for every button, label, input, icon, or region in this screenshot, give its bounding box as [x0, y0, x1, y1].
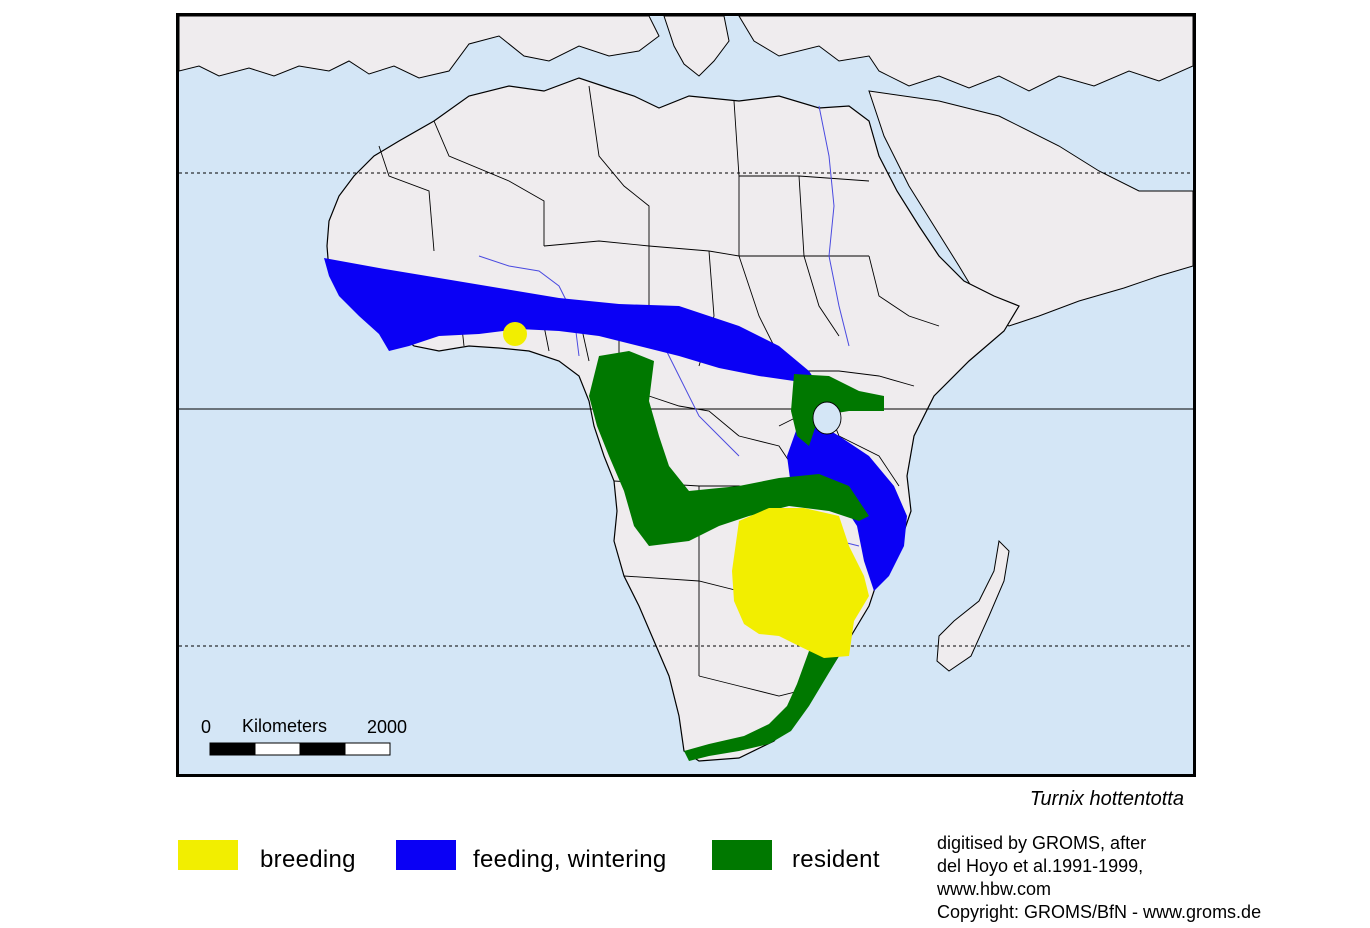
scale-segment-3 — [299, 742, 346, 756]
range-map: 0 Kilometers 2000 — [176, 13, 1196, 777]
greece-landmass — [663, 16, 730, 77]
legend-swatch-resident — [712, 840, 772, 870]
legend-label-feeding-wintering: feeding, wintering — [473, 846, 667, 873]
scale-bar — [209, 742, 391, 756]
lake-victoria — [812, 401, 842, 435]
range-breeding-west-spot — [503, 322, 527, 346]
scale-segment-2 — [254, 742, 301, 756]
credits: digitised by GROMS, after del Hoyo et al… — [937, 832, 1261, 924]
species-name: Turnix hottentotta — [1029, 788, 1184, 810]
scale-start-label: 0 — [201, 717, 212, 737]
credits-line-3: www.hbw.com — [937, 879, 1052, 899]
scale-segment-4 — [344, 742, 391, 756]
range-resident-west — [589, 351, 869, 546]
scale-unit-label: Kilometers — [242, 716, 328, 736]
arabia-landmass — [868, 90, 1193, 327]
credits-line-2: del Hoyo et al.1991-1999, — [937, 856, 1144, 876]
scale-segment-1 — [209, 742, 256, 756]
europe-landmass — [179, 16, 660, 79]
range-resident-south — [684, 651, 839, 761]
scale-end-label: 2000 — [367, 717, 408, 737]
legend-swatch-feeding-wintering — [396, 840, 456, 870]
credits-line-4: Copyright: GROMS/BfN - www.groms.de — [937, 902, 1262, 922]
credits-line-1: digitised by GROMS, after — [937, 833, 1147, 853]
legend-swatch-breeding — [178, 840, 238, 870]
legend-label-resident: resident — [792, 846, 880, 873]
range-breeding-south — [732, 508, 869, 658]
range-feeding-wintering-west — [324, 258, 819, 386]
europe-east-landmass — [738, 16, 1193, 92]
map-canvas — [179, 16, 1193, 774]
legend-label-breeding: breeding — [260, 846, 356, 873]
madagascar-landmass — [936, 539, 1010, 672]
